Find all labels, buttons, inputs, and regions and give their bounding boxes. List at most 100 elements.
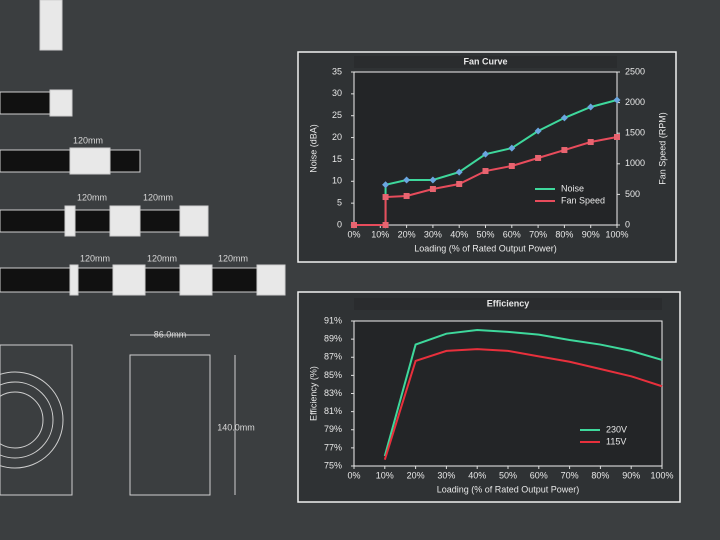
marker <box>560 114 568 122</box>
y-tick-label: 20 <box>332 132 342 142</box>
y2-axis-label: Fan Speed (RPM) <box>657 112 667 185</box>
cable <box>0 209 66 233</box>
cable <box>211 267 258 293</box>
y-tick-label: 10 <box>332 176 342 186</box>
series-line <box>383 329 663 457</box>
x-tick-label: 60% <box>503 229 521 239</box>
cable <box>139 209 181 233</box>
dimension-label: 86.0mm <box>154 329 187 339</box>
y-tick-label: 77% <box>324 442 342 452</box>
connector <box>39 0 63 51</box>
legend-label: Fan Speed <box>561 195 605 205</box>
x-tick-label: 40% <box>468 470 486 480</box>
cable <box>109 149 141 173</box>
dimension-label: 120mm <box>77 192 107 202</box>
fan-grill <box>0 391 44 449</box>
y-tick-label: 91% <box>324 315 342 325</box>
series-line <box>354 136 618 226</box>
x-tick-label: 90% <box>582 229 600 239</box>
fan-grill <box>0 371 64 469</box>
dimension-label: 120mm <box>147 253 177 263</box>
connector <box>256 264 286 296</box>
marker <box>455 168 463 176</box>
marker <box>561 147 568 154</box>
y2-tick-label: 2000 <box>625 97 645 107</box>
marker <box>456 180 463 187</box>
x-tick-label: 70% <box>561 470 579 480</box>
y2-tick-label: 500 <box>625 189 640 199</box>
connector <box>109 205 141 237</box>
cable <box>74 209 111 233</box>
x-tick-label: 10% <box>371 229 389 239</box>
marker <box>382 194 389 201</box>
legend-label: 230V <box>606 424 627 434</box>
plot-area <box>353 71 618 226</box>
dimension-label: 120mm <box>143 192 173 202</box>
y-axis-label: Noise (dBA) <box>308 124 318 173</box>
psu-side <box>129 354 211 496</box>
dimension-label: 120mm <box>73 135 103 145</box>
series-line <box>383 348 663 460</box>
y-tick-label: 75% <box>324 460 342 470</box>
y-tick-label: 79% <box>324 424 342 434</box>
x-tick-label: 80% <box>555 229 573 239</box>
y-tick-label: 35 <box>332 66 342 76</box>
x-tick-label: 40% <box>450 229 468 239</box>
chart-title: Fan Curve <box>463 56 507 66</box>
y2-tick-label: 1000 <box>625 158 645 168</box>
marker <box>351 222 357 228</box>
y-tick-label: 5 <box>337 198 342 208</box>
marker <box>482 168 489 175</box>
x-tick-label: 30% <box>437 470 455 480</box>
connector <box>49 89 73 117</box>
connector <box>179 205 209 237</box>
psu-front <box>0 344 73 496</box>
y-tick-label: 83% <box>324 388 342 398</box>
marker <box>403 192 410 199</box>
marker <box>482 150 489 158</box>
marker <box>587 103 595 111</box>
x-tick-label: 50% <box>476 229 494 239</box>
cable <box>77 267 114 293</box>
marker <box>429 176 437 184</box>
y2-tick-label: 0 <box>625 219 630 229</box>
connector <box>69 147 111 175</box>
marker <box>535 154 542 161</box>
connector <box>179 264 213 296</box>
marker <box>587 139 594 146</box>
x-tick-label: 50% <box>499 470 517 480</box>
x-tick-label: 80% <box>591 470 609 480</box>
y-tick-label: 87% <box>324 352 342 362</box>
cable <box>144 267 181 293</box>
dimension-label: 120mm <box>218 253 248 263</box>
dimension-label: 120mm <box>80 253 110 263</box>
x-tick-label: 0% <box>347 470 360 480</box>
x-tick-label: 20% <box>398 229 416 239</box>
marker <box>534 127 542 135</box>
x-tick-label: 10% <box>376 470 394 480</box>
x-tick-label: 90% <box>622 470 640 480</box>
x-tick-label: 20% <box>407 470 425 480</box>
title-bar <box>354 298 662 310</box>
marker <box>614 133 620 140</box>
y-tick-label: 89% <box>324 334 342 344</box>
y-tick-label: 15 <box>332 154 342 164</box>
cable-drawings <box>0 0 286 496</box>
x-tick-label: 100% <box>605 229 628 239</box>
x-tick-label: 30% <box>424 229 442 239</box>
cable <box>0 267 71 293</box>
x-tick-label: 0% <box>347 229 360 239</box>
fan-grill <box>0 381 54 459</box>
connector <box>64 205 76 237</box>
marker <box>429 186 436 193</box>
x-tick-label: 100% <box>650 470 673 480</box>
legend-label: 115V <box>606 436 626 446</box>
marker <box>382 222 389 228</box>
marker <box>508 144 516 152</box>
marker <box>613 96 621 104</box>
connector <box>69 264 79 296</box>
y-tick-label: 0 <box>337 219 342 229</box>
legend-label: Noise <box>561 183 584 193</box>
y2-tick-label: 1500 <box>625 128 645 138</box>
y-tick-label: 25 <box>332 110 342 120</box>
